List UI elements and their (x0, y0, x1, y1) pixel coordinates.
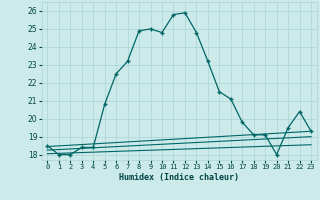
X-axis label: Humidex (Indice chaleur): Humidex (Indice chaleur) (119, 173, 239, 182)
